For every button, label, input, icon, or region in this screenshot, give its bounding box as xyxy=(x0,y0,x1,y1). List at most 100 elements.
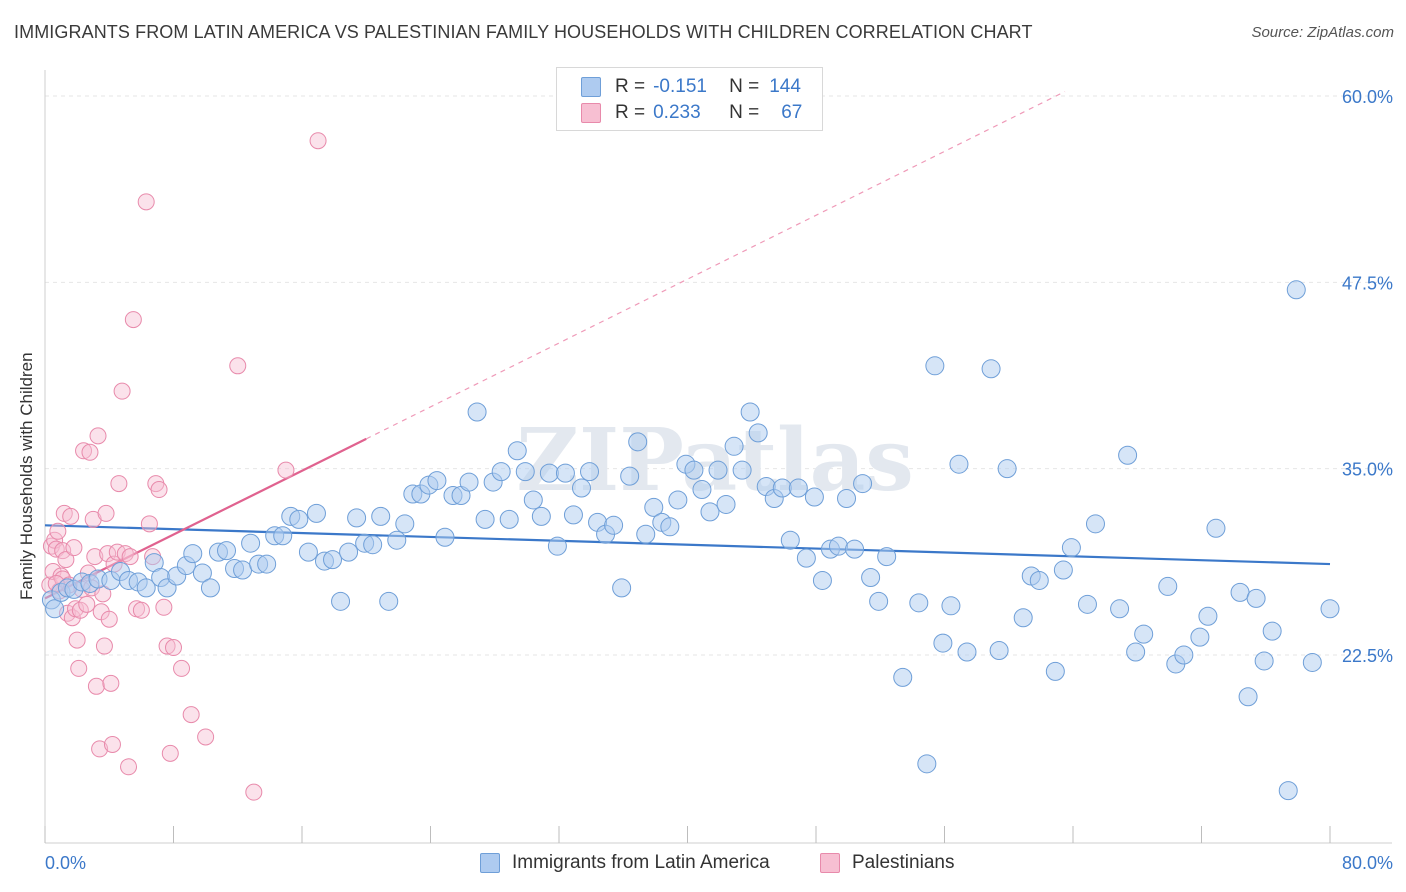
axes xyxy=(44,70,1392,844)
latin-america-point xyxy=(531,506,551,526)
latin-america-point xyxy=(989,641,1009,661)
palestinians-point xyxy=(165,639,182,657)
latin-america-point xyxy=(925,356,945,376)
palestinians-point xyxy=(277,461,295,479)
latin-america-point xyxy=(1013,608,1033,628)
latin-america-point xyxy=(1278,781,1298,801)
latin-america-point xyxy=(845,539,865,559)
latin-america-point xyxy=(1206,518,1226,538)
palestinians-point xyxy=(49,522,67,540)
palestinians-point xyxy=(78,595,96,613)
legend-r-label: R = xyxy=(615,102,646,123)
latin-america-point xyxy=(435,527,455,547)
latin-america-point xyxy=(395,514,415,534)
latin-america-point xyxy=(273,526,293,546)
palestinians-point xyxy=(97,504,115,522)
latin-america-point xyxy=(1198,606,1218,626)
latin-america-point xyxy=(949,454,969,474)
trend-lines xyxy=(44,90,1331,600)
latin-america-point xyxy=(853,474,873,494)
palestinians-point xyxy=(47,540,65,558)
latin-america-point xyxy=(507,441,527,461)
latin-america-point xyxy=(563,505,583,525)
palestinians-point xyxy=(116,545,134,563)
latin-america-point xyxy=(668,490,688,510)
bottom-legend-palestinians: Palestinians xyxy=(820,852,954,874)
latin-america-point xyxy=(804,487,824,507)
latin-america-point xyxy=(515,462,535,482)
palestinians-point xyxy=(182,706,200,724)
source-note: Source: ZipAtlas.com xyxy=(1251,24,1394,41)
latin-america-point xyxy=(183,544,203,564)
latin-america-point xyxy=(379,591,399,611)
latin-america-point xyxy=(491,462,511,482)
latin-america-point xyxy=(780,530,800,550)
latin-america-point xyxy=(136,578,156,598)
palestinians-point xyxy=(70,659,88,677)
palestinians-point xyxy=(132,601,150,619)
palestinians-point xyxy=(91,740,109,758)
latin-america-point xyxy=(1134,624,1154,644)
latin-america-point xyxy=(909,593,929,613)
palestinians-point xyxy=(229,357,247,375)
palestinians-points xyxy=(41,132,327,801)
latin-america-point xyxy=(917,754,937,774)
latin-america-point xyxy=(1286,280,1306,300)
palestinians-point xyxy=(124,311,142,329)
latin-america-point xyxy=(580,462,600,482)
palestinians-trend-extension xyxy=(365,90,1066,440)
palestinians-point xyxy=(161,744,179,762)
latin-america-point xyxy=(1077,594,1097,614)
x-tick-labels: 0.0% 80.0% xyxy=(45,853,1393,873)
palestinians-point xyxy=(197,728,215,746)
latin-america-point xyxy=(571,478,591,498)
latin-america-point xyxy=(1061,538,1081,558)
latin-america-point xyxy=(877,547,897,567)
legend-swatch-pink xyxy=(581,103,601,123)
palestinians-point xyxy=(95,637,113,655)
latin-america-point xyxy=(740,402,760,422)
latin-america-point xyxy=(1254,651,1274,671)
latin-america-point xyxy=(772,478,792,498)
palestinians-point xyxy=(120,758,138,776)
palestinians-point xyxy=(71,601,89,619)
latin-america-point xyxy=(306,503,326,523)
latin-america-point xyxy=(628,432,648,452)
palestinians-point xyxy=(103,735,121,753)
y-tick-label: 60.0% xyxy=(1342,87,1393,107)
latin-america-point xyxy=(1158,576,1178,596)
latin-america-point xyxy=(700,502,720,522)
latin-america-point xyxy=(941,596,961,616)
y-tick-label: 35.0% xyxy=(1342,460,1393,480)
latin-america-point xyxy=(1262,621,1282,641)
latin-america-point xyxy=(323,550,343,570)
latin-america-point xyxy=(241,533,261,553)
palestinians-point xyxy=(68,631,86,649)
latin-america-point xyxy=(233,560,253,580)
latin-america-point xyxy=(371,506,391,526)
latin-america-point xyxy=(200,578,220,598)
palestinians-point xyxy=(102,674,120,692)
grid-lines xyxy=(45,95,1392,656)
bottom-legend-swatch-pink xyxy=(820,853,840,873)
legend-n-value: 67 xyxy=(781,102,803,123)
palestinians-point xyxy=(150,481,168,499)
palestinians-point xyxy=(65,539,83,557)
latin-america-point xyxy=(475,509,495,529)
latin-america-point xyxy=(1118,445,1138,465)
legend-n-value: 144 xyxy=(769,76,801,97)
latin-america-point xyxy=(1230,582,1250,602)
palestinians-point xyxy=(121,548,139,566)
y-tick-label: 22.5% xyxy=(1342,646,1393,666)
legend-r-value: -0.151 xyxy=(653,76,707,97)
latin-america-point xyxy=(812,570,832,590)
latin-america-point xyxy=(796,548,816,568)
latin-america-point xyxy=(1320,599,1340,619)
latin-america-point xyxy=(981,359,1001,379)
legend-swatch-blue xyxy=(581,77,601,97)
latin-america-point xyxy=(708,460,728,480)
palestinians-point xyxy=(155,598,173,616)
latin-america-point xyxy=(1174,645,1194,665)
latin-america-point xyxy=(692,480,712,500)
latin-america-point xyxy=(539,463,559,483)
